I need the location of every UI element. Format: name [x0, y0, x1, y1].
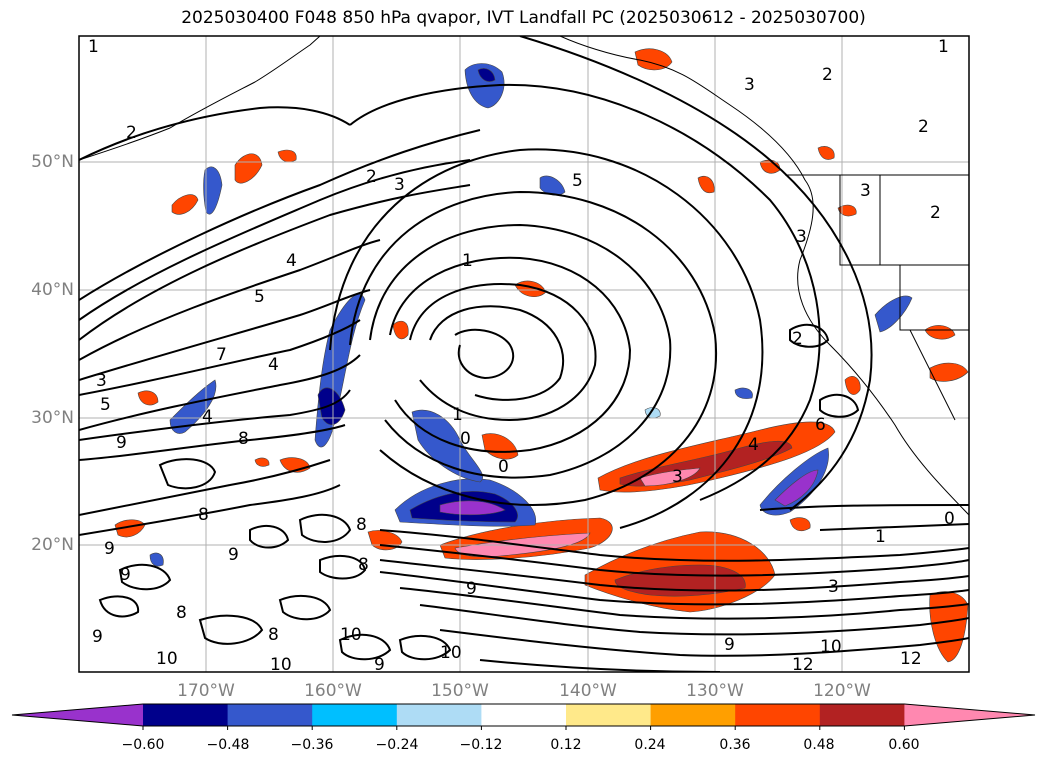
colorbar-segment — [396, 704, 482, 726]
contour-label: 2 — [822, 65, 833, 85]
lat-label-40n: 40°N — [31, 280, 74, 300]
contour-label: 0 — [498, 457, 509, 477]
contour-label: 3 — [672, 467, 683, 487]
colorbar-tick-label: 0.12 — [550, 737, 582, 753]
contour-label: 4 — [268, 355, 279, 375]
contour-label: 2 — [930, 203, 941, 223]
lat-label-30n: 30°N — [31, 408, 74, 428]
contour-label: 5 — [254, 287, 265, 307]
contour-label: 0 — [944, 509, 955, 529]
colorbar-extend-max — [904, 704, 1035, 726]
contour-label: 4 — [286, 251, 297, 271]
lat-label-50n: 50°N — [31, 152, 74, 172]
contour-label: 2 — [126, 123, 137, 143]
contour-label: 1 — [462, 251, 473, 271]
contour-label: 1 — [938, 37, 949, 57]
contour-label: 5 — [572, 171, 583, 191]
colorbar-tick-label: 0.48 — [803, 737, 835, 753]
lon-label-120w: 120°W — [813, 681, 871, 701]
colorbar-tick-label: −0.12 — [459, 737, 503, 753]
contour-label: 3 — [394, 175, 405, 195]
contour-label: 7 — [216, 345, 227, 365]
colorbar-segment — [566, 704, 652, 726]
contour-label: 1 — [452, 405, 463, 425]
contour-label: 6 — [815, 415, 826, 435]
colorbar-segment — [735, 704, 821, 726]
contour-label: 8 — [198, 505, 209, 525]
lon-label-150w: 150°W — [431, 681, 489, 701]
colorbar-segment — [481, 704, 567, 726]
colorbar-tick-label: −0.48 — [206, 737, 250, 753]
contour-labels: 1 2 2 3 4 5 5 1 7 3 5 4 4 8 9 1 0 0 3 4 … — [88, 37, 955, 675]
contour-label: 4 — [748, 435, 759, 455]
lon-label-140w: 140°W — [559, 681, 617, 701]
contour-label: 8 — [358, 555, 369, 575]
contour-label: 1 — [875, 527, 886, 547]
map-frame — [78, 35, 970, 673]
contour-label: 9 — [104, 539, 115, 559]
colorbar-tick-label: −0.24 — [375, 737, 419, 753]
lon-label-130w: 130°W — [686, 681, 744, 701]
contour-label: 12 — [792, 655, 814, 675]
colorbar-segment — [819, 704, 905, 726]
contour-label: 10 — [820, 637, 842, 657]
contour-lines — [79, 36, 969, 672]
contour-label: 3 — [828, 577, 839, 597]
colorbar-tick-label: −0.60 — [121, 737, 165, 753]
contour-label: 2 — [792, 329, 803, 349]
contour-label: 8 — [176, 603, 187, 623]
colorbar-extend-min — [12, 704, 143, 726]
contour-label: 3 — [860, 181, 871, 201]
contour-label: 9 — [92, 627, 103, 647]
contour-label: 9 — [724, 635, 735, 655]
contour-label: 5 — [100, 395, 111, 415]
colorbar-tick-label: 0.24 — [634, 737, 666, 753]
contour-label: 12 — [900, 649, 922, 669]
contour-label: 9 — [116, 433, 127, 453]
contour-label: 10 — [440, 643, 462, 663]
map-title: 2025030400 F048 850 hPa qvapor, IVT Land… — [181, 8, 866, 28]
contour-label: 2 — [366, 167, 377, 187]
colorbar-segment — [312, 704, 398, 726]
contour-label: 2 — [918, 117, 929, 137]
contour-label: 9 — [120, 565, 131, 585]
contour-label: 0 — [460, 429, 471, 449]
contour-label: 9 — [374, 655, 385, 675]
contour-label: 10 — [270, 655, 292, 675]
colorbar-segment — [650, 704, 736, 726]
colorbar-segment — [227, 704, 313, 726]
contour-label: 3 — [744, 75, 755, 95]
colorbar-tick-label: −0.36 — [290, 737, 334, 753]
contour-label: 8 — [356, 515, 367, 535]
contour-label: 3 — [96, 371, 107, 391]
contour-label: 10 — [340, 625, 362, 645]
contour-label: 9 — [466, 579, 477, 599]
lat-label-20n: 20°N — [31, 535, 74, 555]
coastlines — [79, 36, 969, 516]
contour-label: 8 — [268, 625, 279, 645]
contour-label: 3 — [796, 227, 807, 247]
contour-label: 1 — [88, 37, 99, 57]
contour-label: 10 — [156, 649, 178, 669]
colorbar-segment — [143, 704, 229, 726]
colorbar-tick-label: 0.36 — [719, 737, 751, 753]
contour-label: 4 — [202, 407, 213, 427]
contour-label: 8 — [238, 429, 249, 449]
colorbar — [11, 703, 1036, 730]
map-plot-area: 1 2 2 3 4 5 5 1 7 3 5 4 4 8 9 1 0 0 3 4 … — [79, 36, 969, 675]
contour-label: 9 — [228, 545, 239, 565]
lon-label-170w: 170°W — [177, 681, 235, 701]
lon-label-160w: 160°W — [304, 681, 362, 701]
colorbar-tick-label: 0.60 — [888, 737, 920, 753]
